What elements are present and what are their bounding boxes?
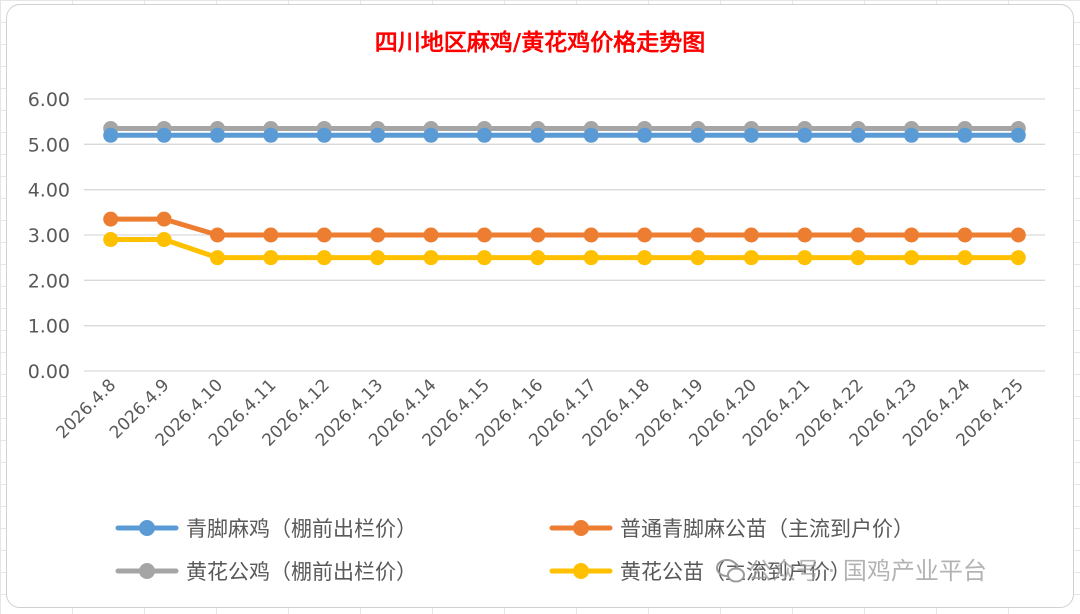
data-point bbox=[797, 127, 813, 143]
legend-marker bbox=[573, 563, 589, 579]
legend-marker bbox=[573, 520, 589, 536]
data-point bbox=[530, 250, 546, 266]
data-point bbox=[530, 227, 546, 243]
data-point bbox=[1010, 227, 1026, 243]
y-axis-ticks: 0.00 1.00 2.00 3.00 4.00 5.00 6.00 bbox=[28, 89, 70, 383]
data-point bbox=[316, 227, 332, 243]
data-point bbox=[904, 227, 920, 243]
data-point bbox=[743, 250, 759, 266]
data-point bbox=[476, 127, 492, 143]
data-point bbox=[743, 127, 759, 143]
data-point bbox=[103, 211, 119, 227]
legend-marker bbox=[139, 563, 155, 579]
series-4 bbox=[103, 232, 1026, 266]
data-point bbox=[583, 227, 599, 243]
data-point bbox=[316, 127, 332, 143]
data-point bbox=[957, 250, 973, 266]
data-point bbox=[209, 227, 225, 243]
data-point bbox=[370, 250, 386, 266]
wechat-icon bbox=[716, 559, 745, 583]
data-point bbox=[904, 250, 920, 266]
data-point bbox=[850, 227, 866, 243]
data-point bbox=[476, 227, 492, 243]
legend-label: 黄花公鸡（棚前出栏价） bbox=[186, 560, 417, 584]
y-tick-label: 5.00 bbox=[28, 134, 70, 156]
data-point bbox=[423, 250, 439, 266]
data-point bbox=[530, 127, 546, 143]
y-tick-label: 6.00 bbox=[28, 89, 70, 111]
legend-label: 青脚麻鸡（棚前出栏价） bbox=[186, 517, 417, 541]
y-tick-label: 4.00 bbox=[28, 180, 70, 202]
data-point bbox=[209, 250, 225, 266]
y-tick-label: 2.00 bbox=[28, 270, 70, 292]
data-point bbox=[637, 250, 653, 266]
data-point bbox=[370, 227, 386, 243]
data-point bbox=[743, 227, 759, 243]
data-point bbox=[1010, 127, 1026, 143]
data-point bbox=[423, 127, 439, 143]
legend-label: 普通青脚麻公苗（主流到户价） bbox=[620, 517, 914, 541]
x-axis-ticks: 2026.4.82026.4.92026.4.102026.4.112026.4… bbox=[53, 375, 1028, 450]
data-point bbox=[103, 127, 119, 143]
data-point bbox=[957, 127, 973, 143]
data-point bbox=[690, 127, 706, 143]
watermark: 公众号 · 国鸡产业平台 bbox=[716, 557, 987, 585]
data-point bbox=[263, 227, 279, 243]
data-point bbox=[156, 211, 172, 227]
data-point bbox=[476, 250, 492, 266]
data-point bbox=[850, 250, 866, 266]
series-line bbox=[108, 216, 1021, 238]
data-point bbox=[1010, 250, 1026, 266]
data-point bbox=[156, 127, 172, 143]
series-line bbox=[108, 237, 1021, 261]
data-point bbox=[690, 250, 706, 266]
data-point bbox=[209, 127, 225, 143]
y-tick-label: 3.00 bbox=[28, 225, 70, 247]
data-point bbox=[797, 227, 813, 243]
data-point bbox=[690, 227, 706, 243]
legend-item: 普通青脚麻公苗（主流到户价） bbox=[549, 517, 914, 541]
data-point bbox=[263, 127, 279, 143]
data-point bbox=[370, 127, 386, 143]
y-tick-label: 0.00 bbox=[28, 361, 70, 383]
series-1 bbox=[103, 127, 1026, 143]
data-point bbox=[316, 250, 332, 266]
data-point bbox=[637, 227, 653, 243]
series-layer bbox=[103, 120, 1026, 266]
chart-area-frame bbox=[6, 4, 1074, 608]
data-point bbox=[850, 127, 866, 143]
legend-marker bbox=[139, 520, 155, 536]
series-2 bbox=[103, 211, 1026, 243]
data-point bbox=[904, 127, 920, 143]
legend-item: 青脚麻鸡（棚前出栏价） bbox=[115, 517, 417, 541]
data-point bbox=[797, 250, 813, 266]
y-tick-label: 1.00 bbox=[28, 316, 70, 338]
data-point bbox=[156, 232, 172, 248]
legend-item: 黄花公鸡（棚前出栏价） bbox=[115, 560, 417, 584]
chart-title: 四川地区麻鸡/黄花鸡价格走势图 bbox=[375, 29, 705, 56]
data-point bbox=[103, 232, 119, 248]
watermark-text: 公众号 · 国鸡产业平台 bbox=[748, 557, 987, 585]
data-point bbox=[957, 227, 973, 243]
data-point bbox=[637, 127, 653, 143]
data-point bbox=[423, 227, 439, 243]
data-point bbox=[583, 127, 599, 143]
data-point bbox=[583, 250, 599, 266]
data-point bbox=[263, 250, 279, 266]
